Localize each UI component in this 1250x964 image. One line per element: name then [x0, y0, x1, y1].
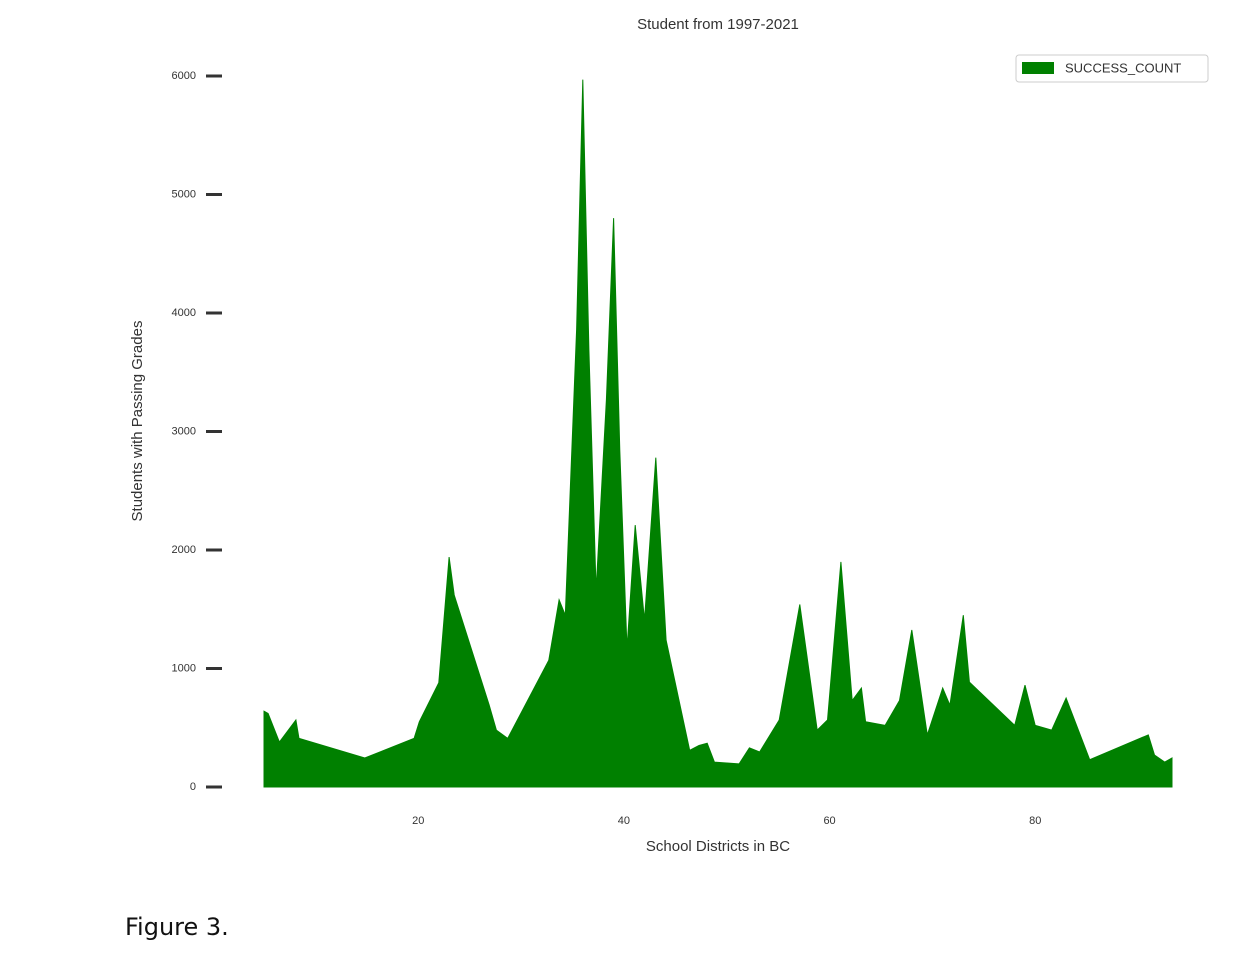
x-tick-label: 20	[412, 815, 424, 827]
legend-box	[1015, 54, 1209, 83]
y-tick-label: 4000	[172, 307, 196, 319]
y-axis-label: Students with Passing Grades	[129, 321, 146, 522]
x-tick-label: 80	[1029, 815, 1041, 827]
legend-swatch	[1022, 62, 1054, 74]
y-tick-label: 1000	[172, 662, 196, 674]
x-axis-label: School Districts in BC	[646, 838, 790, 855]
y-tick-label: 2000	[172, 544, 196, 556]
y-tick-label: 6000	[172, 70, 196, 82]
y-tick-label: 0	[190, 781, 196, 793]
chart-title: Student from 1997-2021	[637, 16, 799, 33]
caption: Figure 3.	[125, 913, 229, 941]
legend-label: SUCCESS_COUNT	[1065, 60, 1181, 75]
y-tick-label: 3000	[172, 425, 196, 437]
x-tick-label: 40	[618, 815, 630, 827]
x-tick-label: 60	[823, 815, 835, 827]
y-tick-label: 5000	[172, 188, 196, 200]
area	[263, 79, 1173, 788]
